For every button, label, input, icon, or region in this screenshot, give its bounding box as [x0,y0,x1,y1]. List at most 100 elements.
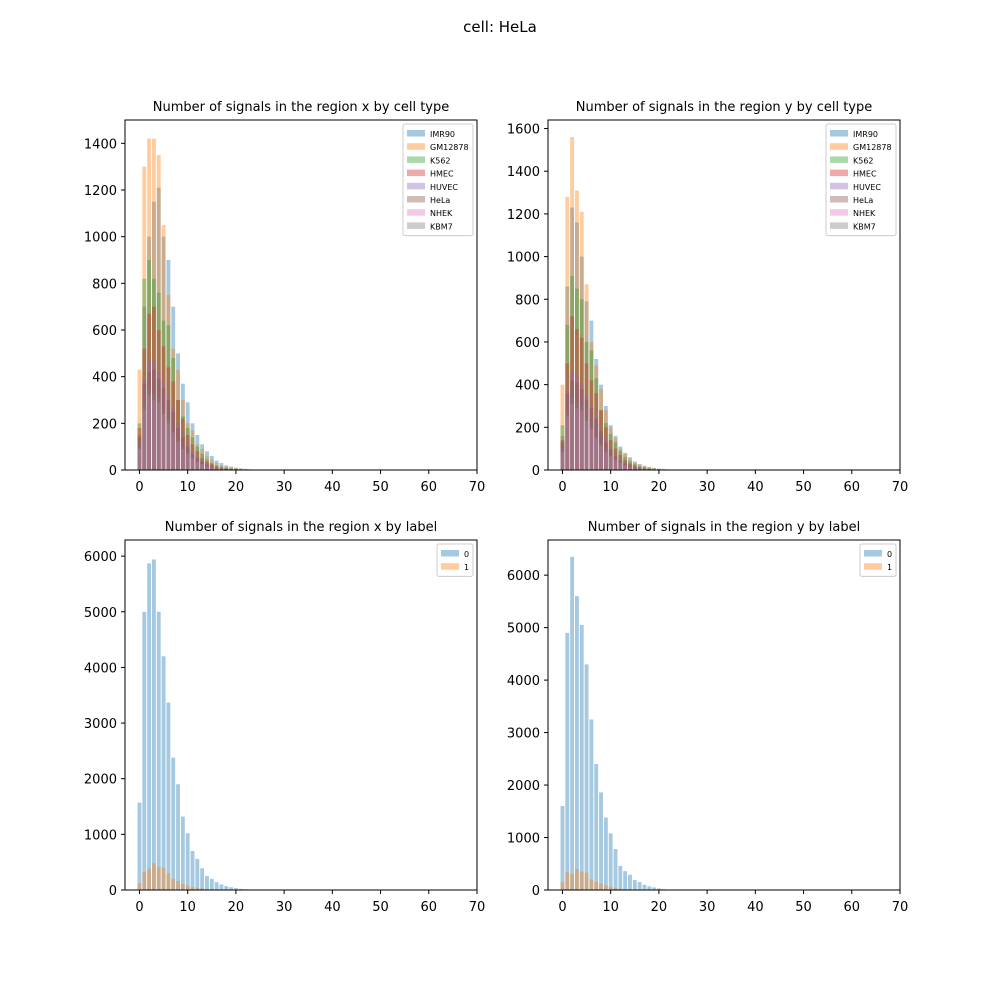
bar-gm12878-1 [565,196,570,470]
bar-k562-13 [200,453,205,470]
bar-0-5 [161,656,166,890]
legend-swatch-k562 [830,156,848,163]
bar-imr90-5 [161,236,166,470]
bar-huvec-3 [152,362,156,470]
bar-hela-0 [560,442,565,470]
bar-0-16 [637,882,642,890]
bar-hmec-16 [214,466,219,470]
bar-imr90-18 [647,467,652,470]
bar-1-12 [618,888,623,890]
bar-0-15 [632,880,637,890]
legend-swatch-imr90 [407,130,425,137]
bar-0-14 [205,876,209,890]
bar-nhek-14 [628,467,632,470]
bar-kbm7-14 [205,466,209,470]
bar-hmec-12 [195,451,200,470]
y-tick-label: 1400 [507,165,540,180]
y-tick-label: 400 [515,379,540,394]
bar-k562-0 [560,425,565,470]
bar-kbm7-5 [161,409,166,470]
bar-1-9 [603,885,608,890]
bar-huvec-5 [161,381,166,470]
legend-label-imr90: IMR90 [430,130,455,139]
legend-swatch-hmec [407,169,425,177]
legend-label-huvec: HUVEC [430,183,458,192]
legend-box [436,543,474,577]
x-tick-label: 60 [421,480,438,495]
bar-gm12878-9 [180,400,185,470]
bar-nhek-4 [579,410,584,470]
bar-imr90-20 [656,468,661,470]
x-tick-label: 30 [699,900,716,915]
bar-huvec-13 [623,462,628,470]
bar-k562-3 [575,288,579,470]
bar-imr90-2 [147,236,152,470]
bar-nhek-7 [594,437,599,470]
bar-kbm7-9 [603,449,608,470]
bar-huvec-6 [166,395,171,470]
bar-0-13 [623,871,628,890]
y-tick-label: 0 [532,884,540,899]
bar-imr90-21 [661,468,666,470]
bar-0-9 [180,816,185,890]
bar-hela-7 [594,418,599,470]
bar-gm12878-4 [579,211,584,470]
bar-imr90-3 [575,222,579,470]
bar-gm12878-13 [200,449,205,470]
bar-0-14 [628,874,632,890]
axes-frame [547,539,901,891]
bar-imr90-12 [618,446,623,470]
bar-hela-1 [565,393,570,470]
bar-gm12878-6 [589,341,594,470]
x-tick-label: 50 [372,480,389,495]
bar-gm12878-18 [647,467,652,470]
bar-gm12878-2 [147,138,152,471]
bar-huvec-10 [608,448,613,470]
bar-imr90-18 [224,465,229,470]
bar-1-10 [608,886,613,890]
bar-hela-14 [628,465,632,470]
bar-0-19 [652,887,657,890]
bar-kbm7-4 [156,397,161,470]
bar-1-13 [200,888,205,890]
bar-gm12878-20 [233,468,238,470]
legend-swatch-hela [830,196,848,203]
bar-hmec-12 [618,455,623,470]
bar-hmec-13 [623,460,628,470]
bar-0-8 [176,784,180,890]
x-tick-label: 20 [228,900,245,915]
bar-kbm7-3 [152,393,156,470]
bar-imr90-11 [190,423,195,470]
bar-0-1 [142,611,147,890]
bar-huvec-17 [642,468,647,470]
bar-k562-1 [142,278,147,470]
bar-gm12878-2 [570,137,575,470]
y-tick-label: 2000 [84,773,117,788]
y-tick-label: 1000 [84,231,117,246]
x-tick-label: 0 [135,480,143,495]
bar-imr90-9 [603,405,608,470]
bar-1-6 [166,873,171,890]
legend-label-0: 0 [887,550,892,559]
bar-hela-10 [608,449,613,470]
bar-hmec-6 [166,367,171,470]
bar-hela-3 [152,369,156,470]
legend-label-k562: K562 [430,156,451,165]
bar-1-8 [176,881,180,890]
legend-swatch-nhek [830,209,848,216]
bar-imr90-21 [238,468,243,470]
bar-kbm7-16 [214,468,219,470]
bar-imr90-16 [637,464,642,470]
legend-label-0: 0 [464,550,469,559]
bar-imr90-13 [200,444,205,470]
bar-hela-11 [613,456,618,470]
y-tick-label: 1000 [84,828,117,843]
bar-hmec-9 [603,427,608,470]
bar-huvec-11 [190,451,195,470]
bar-0-4 [156,611,161,890]
bar-nhek-5 [584,420,589,470]
bar-0-11 [613,849,618,890]
legend-label-hmec: HMEC [430,170,454,179]
bar-k562-16 [214,465,219,470]
legend-label-imr90: IMR90 [853,130,878,139]
